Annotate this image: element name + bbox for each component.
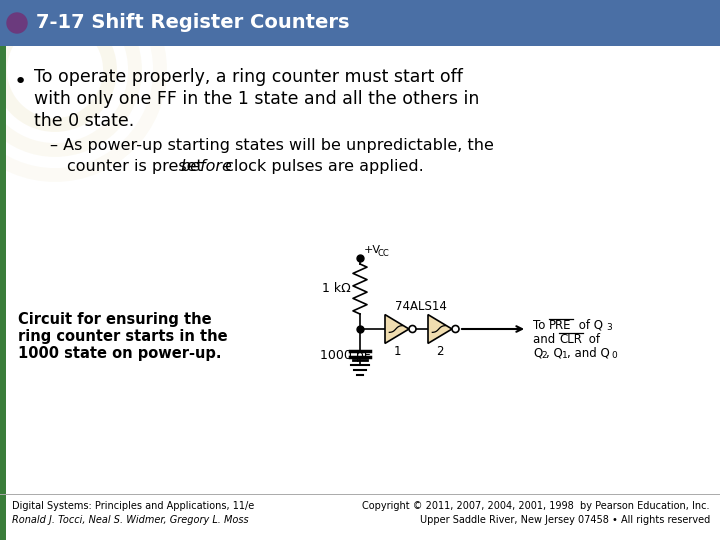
Text: +V: +V [364, 245, 381, 255]
Circle shape [7, 13, 27, 33]
Text: 1000 pF: 1000 pF [320, 349, 371, 362]
Text: 2: 2 [541, 351, 546, 360]
Text: 2: 2 [436, 345, 444, 358]
Text: , and Q: , and Q [567, 347, 610, 360]
Text: 1000 state on power-up.: 1000 state on power-up. [18, 346, 222, 361]
Text: 74ALS14: 74ALS14 [395, 300, 447, 314]
Text: 1 kΩ: 1 kΩ [322, 282, 351, 295]
Text: the 0 state.: the 0 state. [34, 112, 134, 130]
Text: of Q: of Q [575, 319, 603, 332]
Polygon shape [428, 315, 452, 343]
Text: Digital Systems: Principles and Applications, 11/e: Digital Systems: Principles and Applicat… [12, 501, 254, 511]
Text: 1: 1 [393, 345, 401, 358]
Text: 1: 1 [562, 351, 568, 360]
Text: 3: 3 [606, 323, 612, 332]
Text: •: • [14, 72, 27, 92]
Text: with only one FF in the 1 state and all the others in: with only one FF in the 1 state and all … [34, 90, 480, 108]
Text: PRE: PRE [549, 319, 572, 332]
Text: – As power-up starting states will be unpredictable, the: – As power-up starting states will be un… [50, 138, 494, 153]
Bar [0, 46, 6, 540]
Text: Ronald J. Tocci, Neal S. Widmer, Gregory L. Moss: Ronald J. Tocci, Neal S. Widmer, Gregory… [12, 515, 248, 525]
Bar [0, 494, 6, 540]
Circle shape [452, 326, 459, 333]
Text: Circuit for ensuring the: Circuit for ensuring the [18, 312, 212, 327]
Text: CLR: CLR [559, 333, 582, 346]
Text: 0: 0 [611, 351, 617, 360]
Text: ring counter starts in the: ring counter starts in the [18, 329, 228, 344]
Text: To operate properly, a ring counter must start off: To operate properly, a ring counter must… [34, 68, 463, 86]
Text: , Q: , Q [546, 347, 563, 360]
Text: counter is preset: counter is preset [67, 159, 208, 174]
Text: CC: CC [378, 249, 390, 258]
Text: clock pulses are applied.: clock pulses are applied. [220, 159, 424, 174]
Circle shape [409, 326, 416, 333]
Text: of: of [585, 333, 600, 346]
Text: Copyright © 2011, 2007, 2004, 2001, 1998  by Pearson Education, Inc.: Copyright © 2011, 2007, 2004, 2001, 1998… [362, 501, 710, 511]
Text: 7-17 Shift Register Counters: 7-17 Shift Register Counters [36, 14, 349, 32]
Text: and: and [533, 333, 559, 346]
Text: Q: Q [533, 347, 542, 360]
Text: To: To [533, 319, 549, 332]
Polygon shape [385, 315, 409, 343]
Text: before: before [180, 159, 232, 174]
Text: Upper Saddle River, New Jersey 07458 • All rights reserved: Upper Saddle River, New Jersey 07458 • A… [420, 515, 710, 525]
Bar [0, 0, 720, 46]
